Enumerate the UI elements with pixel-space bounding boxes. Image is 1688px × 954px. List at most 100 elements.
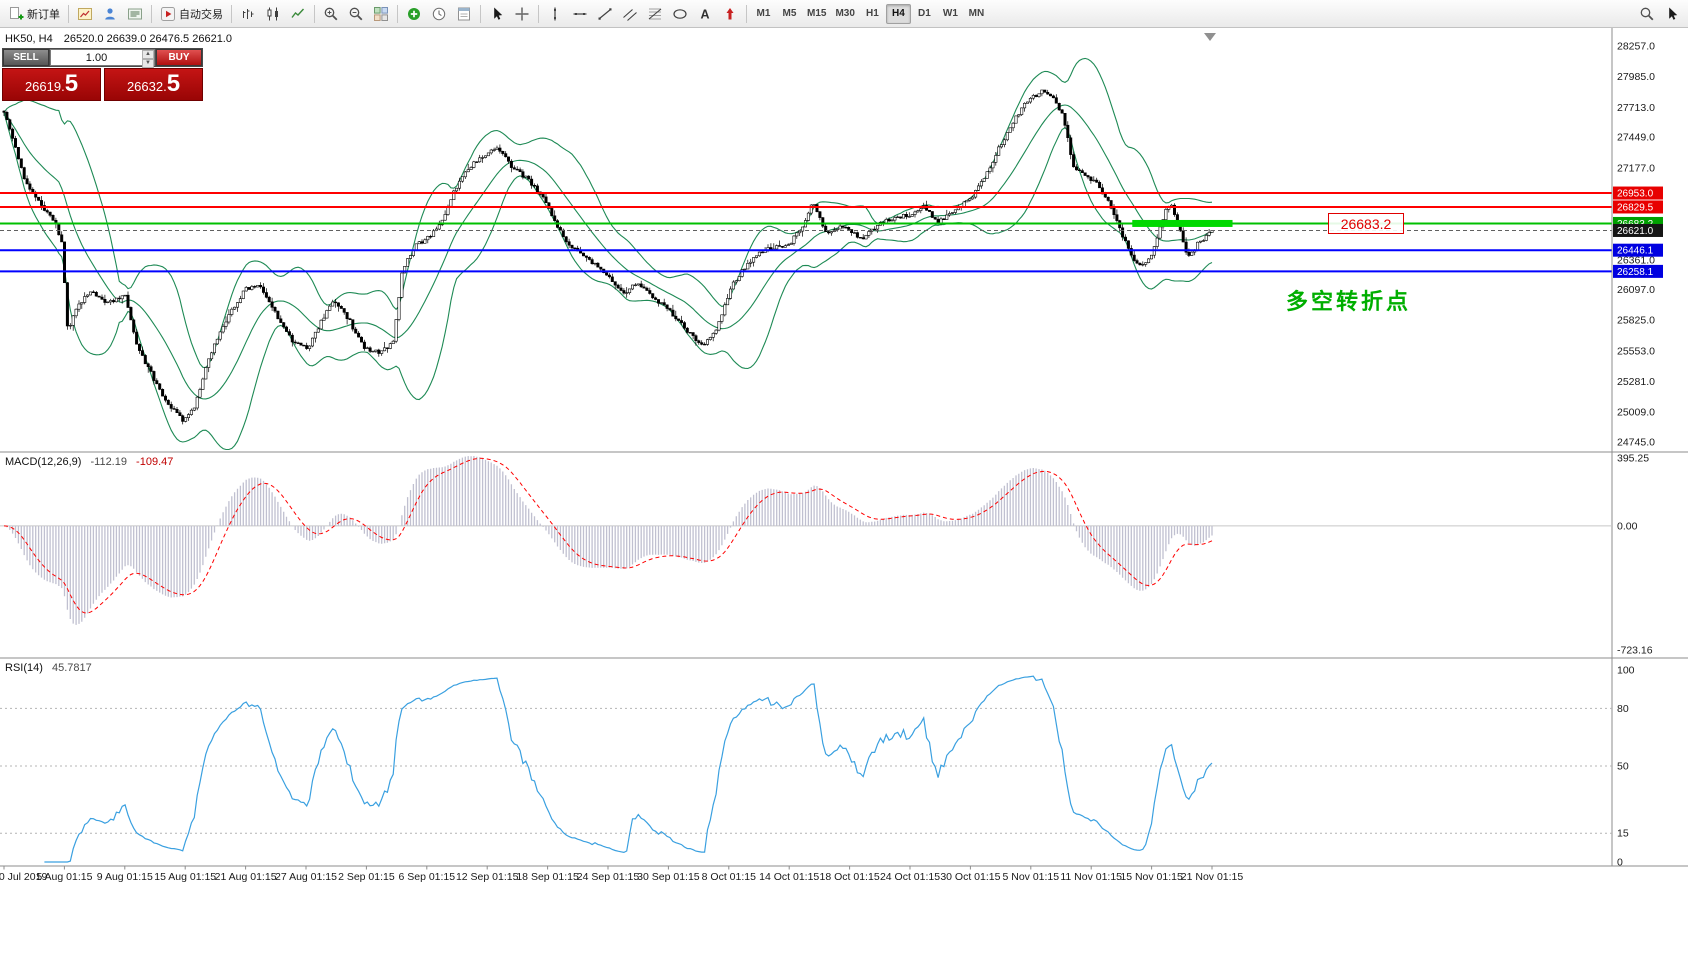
svg-text:26953.0: 26953.0 <box>1617 189 1654 200</box>
toolbar-separator <box>68 4 69 23</box>
find-button[interactable] <box>1635 2 1659 25</box>
timeframe-m5-button[interactable]: M5 <box>782 8 797 19</box>
svg-text:0.00: 0.00 <box>1617 520 1638 532</box>
sell-price: 26619. <box>24 79 65 94</box>
sell-price-panel[interactable]: 26619. 5 <box>2 68 101 101</box>
sell-button[interactable]: SELL <box>3 49 49 66</box>
svg-text:27713.0: 27713.0 <box>1617 102 1655 114</box>
timeframe-m15-button[interactable]: M15 <box>807 8 827 19</box>
svg-text:15 Nov 01:15: 15 Nov 01:15 <box>1120 871 1183 883</box>
svg-text:15 Aug 01:15: 15 Aug 01:15 <box>154 871 216 883</box>
macd-value: -112.19 <box>90 456 127 468</box>
arrows-tool-button[interactable] <box>718 2 742 25</box>
svg-text:26621.0: 26621.0 <box>1617 226 1654 237</box>
chart-title: HK50, H4 26520.0 26639.0 26476.5 26621.0 <box>5 33 232 45</box>
timeframe-mn-button[interactable]: MN <box>968 8 985 19</box>
text-tool-button[interactable]: A <box>693 2 717 25</box>
auto-trading-button[interactable]: 自动交易 <box>156 2 227 25</box>
timeframe-d1-button[interactable]: D1 <box>918 8 931 19</box>
timeframe-h4-button[interactable]: H4 <box>885 3 911 24</box>
chart-symbol-period: HK50, H4 <box>5 33 53 45</box>
crosshair-tool-button[interactable] <box>510 2 534 25</box>
indplus-icon <box>408 7 420 20</box>
clock-icon <box>432 7 446 20</box>
svg-text:30 Jul 2019: 30 Jul 2019 <box>0 871 47 883</box>
quotes-icon <box>128 8 142 19</box>
chart-area[interactable]: 28257.0 27985.0 27713.0 27449.0 27177.0 26361… <box>0 28 1688 954</box>
one-click-trading-panel: SELL ▲ ▼ BUY 26619.5 26632.5 <box>2 48 203 101</box>
timeframe-h1-button[interactable]: H1 <box>866 8 879 19</box>
templates-button[interactable] <box>452 2 476 25</box>
shapes-icon <box>673 8 687 19</box>
tile-icon <box>374 6 388 21</box>
toolbar-separator <box>397 4 398 23</box>
indicators-button[interactable] <box>402 2 426 25</box>
svg-text:25009.0: 25009.0 <box>1617 407 1655 419</box>
buy-price: 26632. <box>126 79 167 94</box>
horizontal-line-tool-button[interactable] <box>568 2 592 25</box>
vertical-line-tool-button[interactable] <box>543 2 567 25</box>
toolbar-separator <box>231 4 232 23</box>
svg-text:A: A <box>700 7 709 21</box>
candlestick-mode-button[interactable] <box>261 2 285 25</box>
timeframe-m30-button[interactable]: M30 <box>835 8 855 19</box>
toolbar-separator <box>480 4 481 23</box>
svg-text:25281.0: 25281.0 <box>1617 376 1655 388</box>
cursor-icon <box>494 7 503 20</box>
new-order-button[interactable]: 新订单 <box>4 2 64 25</box>
shapes-tool-button[interactable] <box>668 2 692 25</box>
timeframe-w1-button[interactable]: W1 <box>942 8 958 19</box>
macd-signal-value: -109.47 <box>136 456 174 468</box>
svg-text:24 Sep 01:15: 24 Sep 01:15 <box>577 871 640 883</box>
zoom-out-button[interactable] <box>344 2 368 25</box>
crosshair-icon <box>515 7 529 20</box>
toolbar-separator <box>746 4 747 23</box>
svg-text:395.25: 395.25 <box>1617 453 1649 465</box>
svg-text:5 Nov 01:15: 5 Nov 01:15 <box>1002 871 1059 883</box>
volume-increase-button[interactable]: ▲ <box>142 50 154 59</box>
bar-chart-mode-button[interactable] <box>236 2 260 25</box>
svg-text:26258.1: 26258.1 <box>1617 267 1654 278</box>
buy-button[interactable]: BUY <box>156 49 202 66</box>
hline-icon <box>573 12 587 15</box>
chart-windows-button[interactable] <box>73 2 97 25</box>
svg-text:30 Sep 01:15: 30 Sep 01:15 <box>637 871 700 883</box>
macd-name: MACD(12,26,9) <box>5 456 82 468</box>
timeframe-m1-button[interactable]: M1 <box>756 8 771 19</box>
textA-icon: A <box>700 7 709 21</box>
svg-text:8 Oct 01:15: 8 Oct 01:15 <box>702 871 756 883</box>
magnifier-icon <box>1640 7 1654 20</box>
svg-text:80: 80 <box>1617 703 1629 715</box>
sell-price-big-digit: 5 <box>64 70 79 97</box>
rsi-name: RSI(14) <box>5 662 43 674</box>
volume-input[interactable] <box>51 51 142 64</box>
chart-canvas[interactable]: 28257.0 27985.0 27713.0 27449.0 27177.0 26361… <box>0 28 1688 954</box>
profiles-button[interactable] <box>98 2 122 25</box>
play-icon <box>161 6 175 21</box>
chartwin-icon <box>78 7 92 20</box>
svg-text:18 Sep 01:15: 18 Sep 01:15 <box>516 871 579 883</box>
buy-price-panel[interactable]: 26632. 5 <box>104 68 203 101</box>
svg-text:100: 100 <box>1617 665 1635 677</box>
tile-windows-button[interactable] <box>369 2 393 25</box>
svg-text:27 Aug 01:15: 27 Aug 01:15 <box>275 871 337 883</box>
price-level-callout[interactable]: 26683.2 <box>1328 213 1404 234</box>
market-watch-button[interactable] <box>123 2 147 25</box>
buy-price-big-digit: 5 <box>166 70 181 97</box>
toolbar-separator <box>538 4 539 23</box>
periods-button[interactable] <box>427 2 451 25</box>
svg-text:14 Oct 01:15: 14 Oct 01:15 <box>759 871 819 883</box>
trendline-tool-button[interactable] <box>593 2 617 25</box>
chart-text-annotation[interactable]: 多空转折点 <box>1286 289 1412 314</box>
new-order-label: 新订单 <box>27 8 60 21</box>
svg-text:5 Aug 01:15: 5 Aug 01:15 <box>36 871 92 883</box>
svg-text:24 Oct 01:15: 24 Oct 01:15 <box>880 871 940 883</box>
fibo-icon <box>648 8 662 19</box>
volume-decrease-button[interactable]: ▼ <box>142 59 154 68</box>
pointer-button[interactable] <box>1660 2 1684 25</box>
channel-tool-button[interactable] <box>618 2 642 25</box>
cursor-tool-button[interactable] <box>485 2 509 25</box>
zoom-in-button[interactable] <box>319 2 343 25</box>
line-chart-mode-button[interactable] <box>286 2 310 25</box>
fibonacci-tool-button[interactable] <box>643 2 667 25</box>
